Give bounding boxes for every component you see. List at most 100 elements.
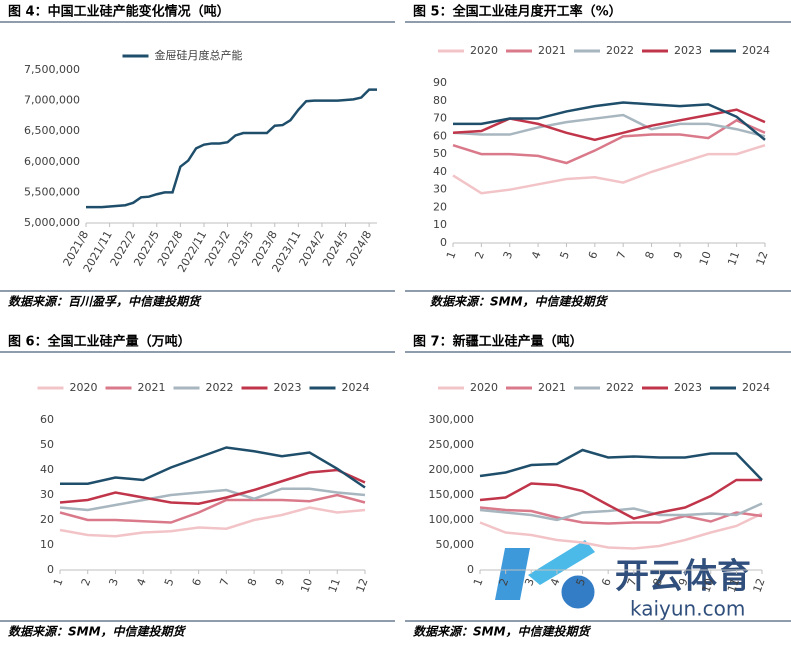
y-tick-label: 20 — [40, 513, 54, 526]
x-tick-label: 5 — [162, 577, 177, 588]
series-line — [59, 506, 366, 538]
series-line — [453, 101, 766, 141]
y-tick-label: 70 — [433, 112, 447, 125]
separators — [0, 21, 791, 622]
x-tick-label: 4 — [134, 577, 149, 588]
source-note: 数据来源：SMM，中信建投期货 — [430, 295, 609, 309]
logo-k — [528, 540, 595, 585]
watermark-brand: 开云体育 — [615, 557, 751, 597]
y-tick-label: 60 — [40, 413, 54, 426]
y-tick-label: 6,000,000 — [24, 155, 80, 168]
x-tick-label: 2 — [79, 577, 94, 588]
x-tick-label: 10 — [699, 577, 716, 595]
y-tick-label: 50,000 — [436, 538, 475, 551]
x-tick-label: 11 — [725, 577, 742, 595]
source-note: 数据来源：SMM，中信建投期货 — [413, 625, 592, 639]
series-line — [479, 448, 763, 481]
series-line — [452, 118, 766, 165]
y-tick-label: 5,500,000 — [24, 185, 80, 198]
x-tick-label: 7 — [625, 577, 640, 588]
x-tick-label: 10 — [697, 250, 714, 268]
legend-label: 2020 — [70, 381, 98, 394]
x-tick-label: 3 — [522, 577, 537, 588]
series-line — [59, 493, 366, 524]
series-line — [452, 144, 766, 195]
legend-label: 2022 — [206, 381, 234, 394]
y-tick-label: 7,000,000 — [24, 94, 80, 107]
x-tick-label: 12 — [754, 250, 771, 268]
y-tick-label: 0 — [440, 236, 447, 249]
legend-label: 2024 — [742, 44, 770, 57]
source-note: 数据来源：百川盈孚，中信建投期货 — [8, 295, 202, 309]
y-tick-label: 10 — [40, 538, 54, 551]
legend-label: 2024 — [742, 381, 770, 394]
series-line — [479, 478, 762, 520]
x-tick-label: 12 — [751, 577, 768, 595]
legend-label: 2021 — [138, 381, 166, 394]
watermark: 开云体育 kaiyun.com — [495, 540, 751, 621]
y-tick-label: 5,000,000 — [24, 216, 80, 229]
y-tick-label: 40 — [433, 165, 447, 178]
y-tick-label: 10 — [433, 218, 447, 231]
x-tick-label: 12 — [354, 577, 371, 595]
x-tick-label: 1 — [444, 250, 459, 261]
chart-title: 图 5：全国工业硅月度开工率（%） — [413, 4, 622, 20]
x-tick-label: 5 — [557, 250, 572, 261]
x-tick-label: 9 — [676, 577, 691, 588]
y-tick-label: 90 — [433, 76, 447, 89]
legend-label: 金屉硅月度总产能 — [155, 48, 243, 62]
x-tick-label: 1 — [51, 577, 66, 588]
series-line — [452, 113, 766, 138]
y-tick-label: 100,000 — [429, 513, 475, 526]
x-tick-label: 9 — [273, 577, 288, 588]
series-line — [479, 512, 763, 550]
y-tick-label: 80 — [433, 94, 447, 107]
y-tick-label: 30 — [433, 183, 447, 196]
y-tick-label: 50 — [433, 147, 447, 160]
y-tick-label: 250,000 — [429, 438, 475, 451]
source-note: 数据来源：SMM，中信建投期货 — [8, 625, 187, 639]
x-tick-label: 8 — [643, 250, 658, 261]
x-tick-label: 6 — [190, 577, 205, 588]
y-tick-label: 0 — [467, 563, 474, 576]
legend-label: 2024 — [342, 381, 370, 394]
series-line — [86, 88, 377, 209]
y-tick-label: 40 — [40, 463, 54, 476]
chart-title: 图 4：中国工业硅产能变化情况（吨） — [8, 4, 230, 20]
x-tick-label: 6 — [586, 250, 601, 261]
series-line — [479, 502, 763, 522]
x-tick-label: 11 — [326, 577, 343, 595]
x-tick-label: 6 — [599, 577, 614, 588]
y-tick-label: 60 — [433, 129, 447, 142]
chart-title: 图 7：新疆工业硅产量（吨） — [413, 334, 583, 350]
chart-title: 图 6：全国工业硅产量（万吨） — [8, 334, 191, 350]
legend-label: 2023 — [674, 44, 702, 57]
y-tick-label: 50 — [40, 438, 54, 451]
x-tick-label: 3 — [501, 250, 516, 261]
x-tick-label: 11 — [725, 250, 742, 268]
y-tick-label: 7,500,000 — [24, 63, 80, 76]
logo-k — [495, 548, 530, 600]
legend-label: 2020 — [470, 381, 498, 394]
legend-label: 2022 — [606, 44, 634, 57]
x-tick-label: 1 — [471, 577, 486, 588]
x-tick-label: 7 — [614, 250, 629, 261]
y-tick-label: 0 — [47, 563, 54, 576]
logo-ball — [558, 572, 598, 612]
y-tick-label: 6,500,000 — [24, 124, 80, 137]
legend-label: 2020 — [470, 44, 498, 57]
legend-label: 2021 — [538, 44, 566, 57]
x-tick-label: 9 — [671, 250, 686, 261]
x-tick-label: 2 — [472, 250, 487, 261]
y-tick-label: 30 — [40, 488, 54, 501]
legend-label: 2023 — [274, 381, 302, 394]
watermark-site: kaiyun.com — [630, 597, 745, 621]
series-line — [60, 446, 366, 489]
legend-label: 2021 — [538, 381, 566, 394]
series-line — [59, 468, 366, 506]
x-tick-label: 4 — [548, 577, 563, 588]
x-tick-label: 10 — [298, 577, 315, 595]
x-tick-label: 3 — [106, 577, 121, 588]
